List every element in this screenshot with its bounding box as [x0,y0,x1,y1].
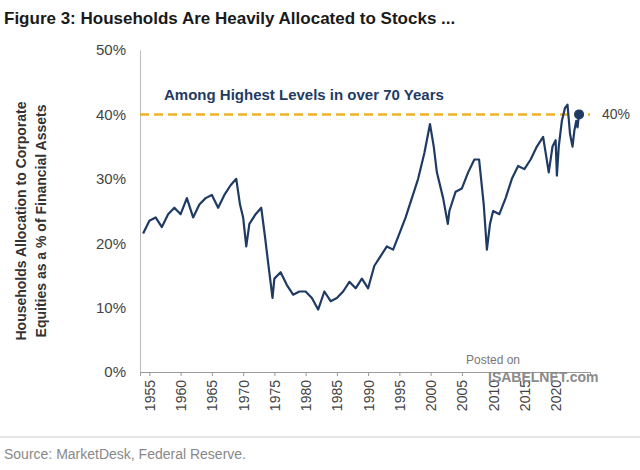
x-tick: 1985 [329,372,345,411]
x-tick: 1960 [173,372,189,411]
reference-line [140,113,590,116]
y-tick-label: 0% [104,363,126,380]
x-tick-label: 1995 [392,380,408,411]
plot-area [140,105,590,310]
x-tick-mark [399,372,400,376]
annotation-value: 40% [602,106,630,122]
x-tick: 1990 [361,372,377,411]
x-tick-label: 1965 [204,380,220,411]
separator [0,437,640,438]
chart: Figure 3: Households Are Heavily Allocat… [0,0,640,470]
x-tick-mark [274,372,275,376]
x-tick: 1975 [267,372,283,411]
y-tick: 50% [96,41,140,58]
x-tick-label: 1970 [236,380,252,411]
y-tick: 0% [104,363,140,380]
x-tick-mark [181,372,182,376]
x-tick: 1955 [142,372,158,411]
x-tick-mark [306,372,307,376]
y-tick-label: 30% [96,170,126,187]
annotation: Among Highest Levels in over 70 Years [164,86,444,103]
source: Source: MarketDesk, Federal Reserve. [4,446,246,462]
y-tick: 40% [96,106,140,123]
y-tick-label: 40% [96,106,126,123]
x-tick-mark [149,372,150,376]
x-tick: 1995 [392,372,408,411]
y-axis-line [140,51,141,373]
x-tick-label: 1980 [298,380,314,411]
x-tick-mark [462,372,463,376]
x-tick-label: 1990 [361,380,377,411]
y-axis-label: Households Allocation to CorporateEquiti… [13,101,49,340]
y-tick-label: 50% [96,41,126,58]
end-marker [574,109,584,119]
x-tick-mark [212,372,213,376]
x-tick-label: 1985 [329,380,345,411]
x-tick: 2000 [423,372,439,411]
x-tick: 1980 [298,372,314,411]
x-tick: 1965 [204,372,220,411]
x-tick-mark [337,372,338,376]
y-axis-label-line: Equities as a % of Financial Assets [33,104,49,337]
y-tick: 20% [96,235,140,252]
x-tick-mark [243,372,244,376]
y-tick: 30% [96,170,140,187]
x-tick-label: 1955 [142,380,158,411]
x-tick-label: 1960 [173,380,189,411]
data-line [143,105,579,310]
y-axis: 0% 10% 20% 30% 40% 50% [96,41,141,380]
x-tick-label: 2000 [423,380,439,411]
watermark: Posted on ISABELNET.com [466,353,598,385]
watermark-text: ISABELNET.com [488,369,598,385]
x-tick-label: 2005 [454,380,470,411]
x-tick: 2005 [454,372,470,411]
x-tick-mark [431,372,432,376]
x-tick-mark [368,372,369,376]
watermark-text: Posted on [466,353,520,367]
x-tick: 1970 [236,372,252,411]
y-tick-label: 10% [96,299,126,316]
x-tick-label: 1975 [267,380,283,411]
title: Figure 3: Households Are Heavily Allocat… [4,9,455,28]
y-tick: 10% [96,299,140,316]
y-tick-label: 20% [96,235,126,252]
y-axis-label-line: Households Allocation to Corporate [13,101,29,340]
